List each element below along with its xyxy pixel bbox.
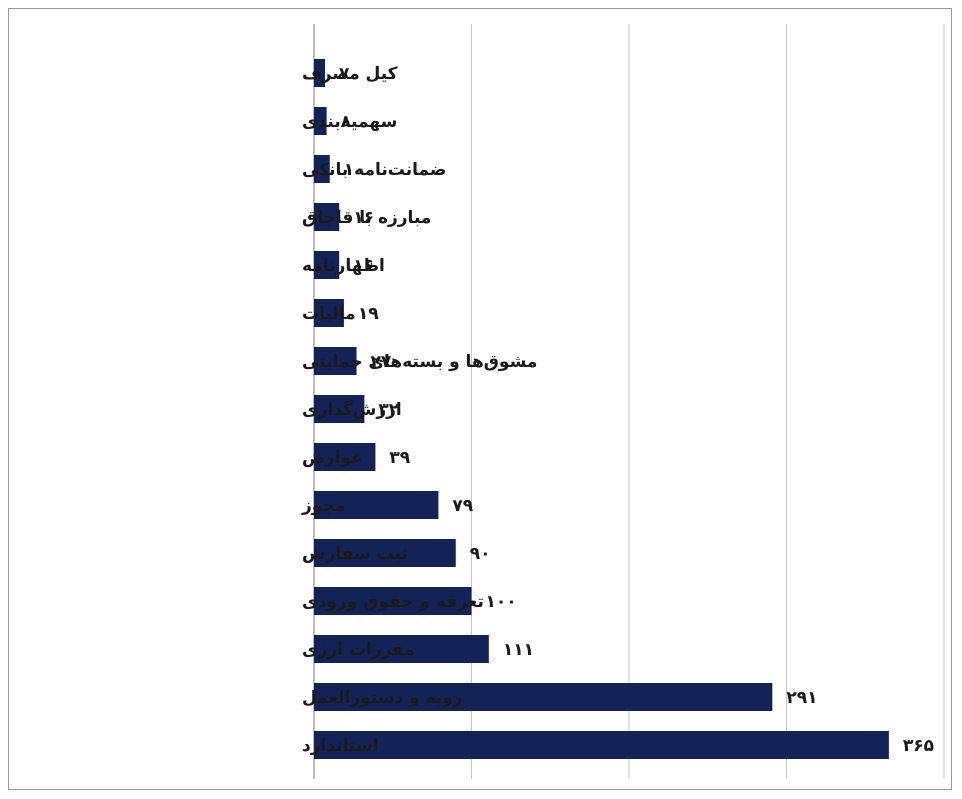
category-labels: کیل مصرف سهمیه‌بندی ضمانت‌نامه بانکی مبارزه… xyxy=(301,64,537,756)
category-label: رویه و دستورالعمل xyxy=(302,688,463,708)
category-label: استاندارد xyxy=(302,736,378,756)
value-label: ۷ xyxy=(339,64,350,84)
chart-frame: کیل مصرف سهمیه‌بندی ضمانت‌نامه بانکی مبارزه… xyxy=(8,8,952,790)
category-label: اظهارنامه xyxy=(302,256,385,276)
value-label: ۳۶۵ xyxy=(903,736,934,756)
category-label: سهمیه‌بندی xyxy=(302,112,397,132)
bar xyxy=(314,683,773,711)
value-label: ۱۰ xyxy=(344,160,365,180)
bars xyxy=(314,59,889,759)
bar xyxy=(314,251,340,279)
bar xyxy=(314,59,326,87)
value-label: ۷۹ xyxy=(452,496,473,516)
bar xyxy=(314,299,344,327)
value-label: ۱۶ xyxy=(353,256,374,276)
bar-chart: کیل مصرف سهمیه‌بندی ضمانت‌نامه بانکی مبارزه… xyxy=(301,24,945,779)
value-label: ۱۱۱ xyxy=(503,640,534,660)
bar xyxy=(314,635,489,663)
bar xyxy=(314,107,327,135)
category-label: مالیات xyxy=(302,304,356,324)
bar xyxy=(314,491,439,519)
category-label: مشوق‌ها و بسته‌های حمایتی xyxy=(302,352,537,372)
value-label: ۳۹ xyxy=(389,448,410,468)
value-label: ۱۶ xyxy=(353,208,374,228)
category-label: ضمانت‌نامه بانکی xyxy=(302,160,446,180)
bar xyxy=(314,731,889,759)
grid-lines xyxy=(313,24,945,779)
category-label: مجوز xyxy=(301,496,345,516)
category-label: ارزش‌گذاری xyxy=(302,399,402,420)
value-label: ۱۰۰ xyxy=(486,592,517,612)
value-label: ۸ xyxy=(341,112,352,132)
value-label: ۹۰ xyxy=(470,544,491,564)
category-label: کیل مصرف xyxy=(302,64,398,84)
bar xyxy=(314,539,456,567)
value-label: ۲۷ xyxy=(371,352,392,372)
value-label: ۱۹ xyxy=(358,304,379,324)
category-label: ثبت سفارش xyxy=(302,544,408,564)
value-label: ۲۹۱ xyxy=(786,688,817,708)
value-label: ۳۲ xyxy=(378,400,399,420)
category-label: مبارزه با قاچاق xyxy=(302,208,431,228)
category-label: تعرفه و حقوق ورودی xyxy=(302,592,484,612)
bar xyxy=(314,395,365,423)
bar xyxy=(314,587,472,615)
bar xyxy=(314,203,340,231)
bar xyxy=(314,347,357,375)
value-labels: ۷ ۸ ۱۰ ۱۶ ۱۶ ۱۹ ۲۷ ۳۲ ۳۹ ۷۹ ۹۰ ۱۰۰ ۱۱۱ ۲۹۱ ۳۶۵ xyxy=(339,64,934,756)
bar xyxy=(314,155,330,183)
category-label: مقررات ارزی xyxy=(302,640,415,660)
bar xyxy=(314,443,376,471)
category-label: عوارض xyxy=(302,448,363,468)
